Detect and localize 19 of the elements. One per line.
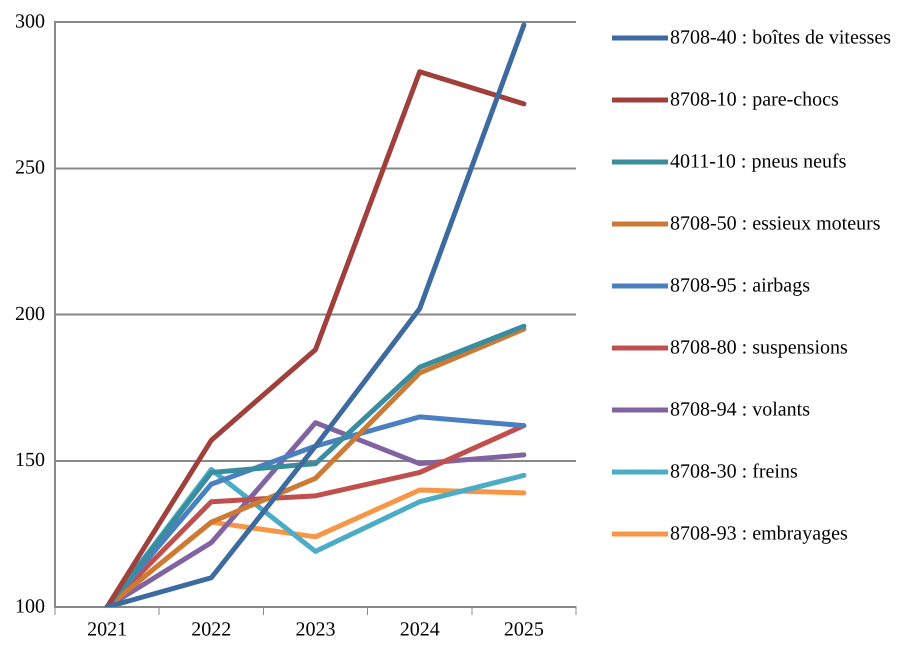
legend-label: 8708-40 : boîtes de vitesses [670,26,892,48]
y-tick-label: 250 [15,156,45,178]
legend-label: 8708-80 : suspensions [670,336,848,358]
legend-label: 8708-10 : pare-chocs [670,88,840,110]
legend-label: 4011-10 : pneus neufs [670,150,847,172]
y-tick-label: 200 [15,302,45,325]
x-tick-label: 2024 [400,618,440,640]
y-tick-label: 300 [15,10,45,32]
legend-label: 8708-95 : airbags [670,274,810,296]
y-tick-label: 150 [15,449,45,471]
x-tick-label: 2021 [87,618,128,640]
legend-label: 8708-94 : volants [670,398,810,420]
x-tick-label: 2025 [504,618,544,640]
x-tick-label: 2022 [191,618,232,640]
legend-label: 8708-50 : essieux moteurs [670,212,881,234]
x-tick-label: 2023 [296,618,336,640]
legend-label: 8708-93 : embrayages [670,522,848,544]
y-tick-label: 100 [15,595,45,618]
legend-label: 8708-30 : freins [670,460,798,482]
